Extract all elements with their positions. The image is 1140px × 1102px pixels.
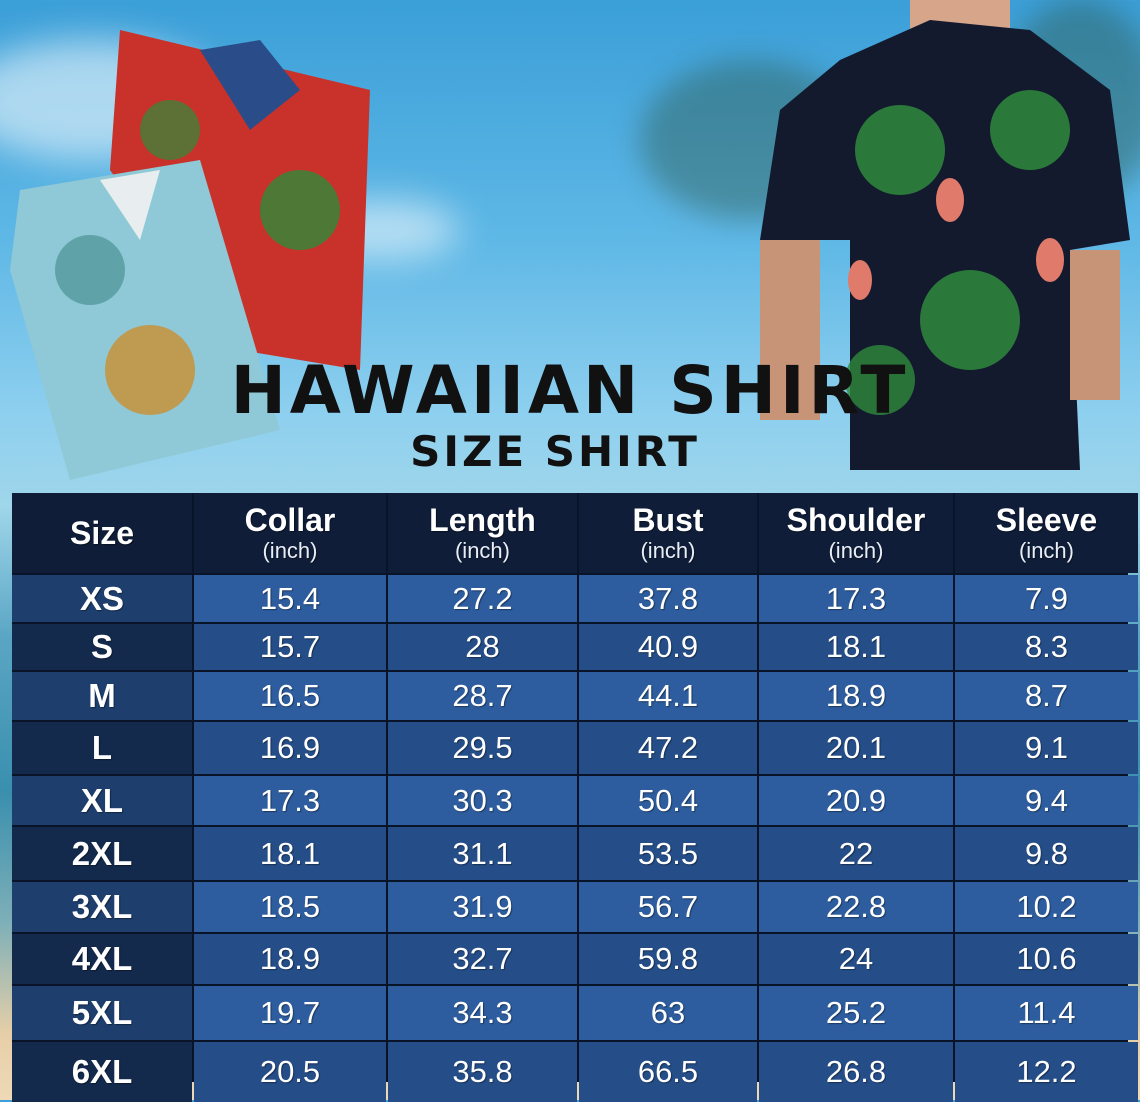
table-cell: 17.3 bbox=[194, 776, 386, 825]
table-cell: 63 bbox=[579, 986, 757, 1040]
table-cell: 20.1 bbox=[759, 722, 953, 774]
table-cell: 35.8 bbox=[388, 1042, 577, 1102]
table-cell: 18.9 bbox=[759, 672, 953, 720]
table-cell: 27.2 bbox=[388, 575, 577, 622]
size-chart-table: Size Collar (inch) Length (inch) Bust (inch) Sh… bbox=[12, 493, 1138, 1102]
table-cell: 40.9 bbox=[579, 624, 757, 670]
size-label: L bbox=[12, 722, 192, 774]
table-cell: 20.9 bbox=[759, 776, 953, 825]
table-cell: 28 bbox=[388, 624, 577, 670]
size-label: 2XL bbox=[12, 827, 192, 880]
column-unit: (inch) bbox=[828, 538, 884, 563]
table-cell: 59.8 bbox=[579, 934, 757, 984]
column-header-length: Length (inch) bbox=[388, 493, 577, 573]
table-cell: 16.9 bbox=[194, 722, 386, 774]
table-cell: 8.3 bbox=[955, 624, 1138, 670]
size-label: 6XL bbox=[12, 1042, 192, 1102]
column-label: Shoulder bbox=[786, 502, 926, 538]
table-cell: 32.7 bbox=[388, 934, 577, 984]
table-cell: 28.7 bbox=[388, 672, 577, 720]
size-label: 3XL bbox=[12, 882, 192, 932]
table-cell: 56.7 bbox=[579, 882, 757, 932]
size-label: S bbox=[12, 624, 192, 670]
table-cell: 9.8 bbox=[955, 827, 1138, 880]
table-cell: 24 bbox=[759, 934, 953, 984]
page-title: HAWAIIAN SHIRT bbox=[230, 352, 910, 429]
table-cell: 18.5 bbox=[194, 882, 386, 932]
column-label: Size bbox=[69, 515, 135, 551]
table-cell: 50.4 bbox=[579, 776, 757, 825]
column-unit: (inch) bbox=[1018, 538, 1074, 563]
table-cell: 17.3 bbox=[759, 575, 953, 622]
column-unit: (inch) bbox=[640, 538, 696, 563]
table-cell: 22 bbox=[759, 827, 953, 880]
column-label: Length bbox=[429, 502, 536, 538]
table-cell: 53.5 bbox=[579, 827, 757, 880]
size-label: 4XL bbox=[12, 934, 192, 984]
table-cell: 31.1 bbox=[388, 827, 577, 880]
column-unit: (inch) bbox=[262, 538, 318, 563]
column-header-size: Size bbox=[12, 493, 192, 573]
table-cell: 66.5 bbox=[579, 1042, 757, 1102]
table-cell: 9.4 bbox=[955, 776, 1138, 825]
size-label: M bbox=[12, 672, 192, 720]
page-subtitle: SIZE SHIRT bbox=[410, 427, 700, 476]
table-cell: 16.5 bbox=[194, 672, 386, 720]
table-cell: 18.9 bbox=[194, 934, 386, 984]
column-header-collar: Collar (inch) bbox=[194, 493, 386, 573]
size-label: XL bbox=[12, 776, 192, 825]
table-cell: 34.3 bbox=[388, 986, 577, 1040]
column-label: Collar bbox=[244, 502, 336, 538]
size-label: XS bbox=[12, 575, 192, 622]
table-cell: 18.1 bbox=[759, 624, 953, 670]
folded-shirts-image bbox=[10, 30, 370, 480]
table-cell: 29.5 bbox=[388, 722, 577, 774]
column-header-bust: Bust (inch) bbox=[579, 493, 757, 573]
table-cell: 22.8 bbox=[759, 882, 953, 932]
table-cell: 9.1 bbox=[955, 722, 1138, 774]
column-label: Bust bbox=[632, 502, 704, 538]
table-cell: 7.9 bbox=[955, 575, 1138, 622]
table-cell: 20.5 bbox=[194, 1042, 386, 1102]
table-cell: 26.8 bbox=[759, 1042, 953, 1102]
column-label: Sleeve bbox=[995, 502, 1098, 538]
table-cell: 19.7 bbox=[194, 986, 386, 1040]
column-header-sleeve: Sleeve (inch) bbox=[955, 493, 1138, 573]
table-cell: 10.6 bbox=[955, 934, 1138, 984]
size-label: 5XL bbox=[12, 986, 192, 1040]
column-unit: (inch) bbox=[454, 538, 510, 563]
table-cell: 31.9 bbox=[388, 882, 577, 932]
table-cell: 10.2 bbox=[955, 882, 1138, 932]
table-cell: 8.7 bbox=[955, 672, 1138, 720]
table-cell: 18.1 bbox=[194, 827, 386, 880]
table-cell: 15.4 bbox=[194, 575, 386, 622]
column-header-shoulder: Shoulder (inch) bbox=[759, 493, 953, 573]
table-cell: 11.4 bbox=[955, 986, 1138, 1040]
table-cell: 44.1 bbox=[579, 672, 757, 720]
model-flamingo-shirt-image bbox=[760, 0, 1130, 470]
table-cell: 37.8 bbox=[579, 575, 757, 622]
table-cell: 25.2 bbox=[759, 986, 953, 1040]
table-cell: 47.2 bbox=[579, 722, 757, 774]
table-cell: 30.3 bbox=[388, 776, 577, 825]
table-cell: 12.2 bbox=[955, 1042, 1138, 1102]
table-cell: 15.7 bbox=[194, 624, 386, 670]
